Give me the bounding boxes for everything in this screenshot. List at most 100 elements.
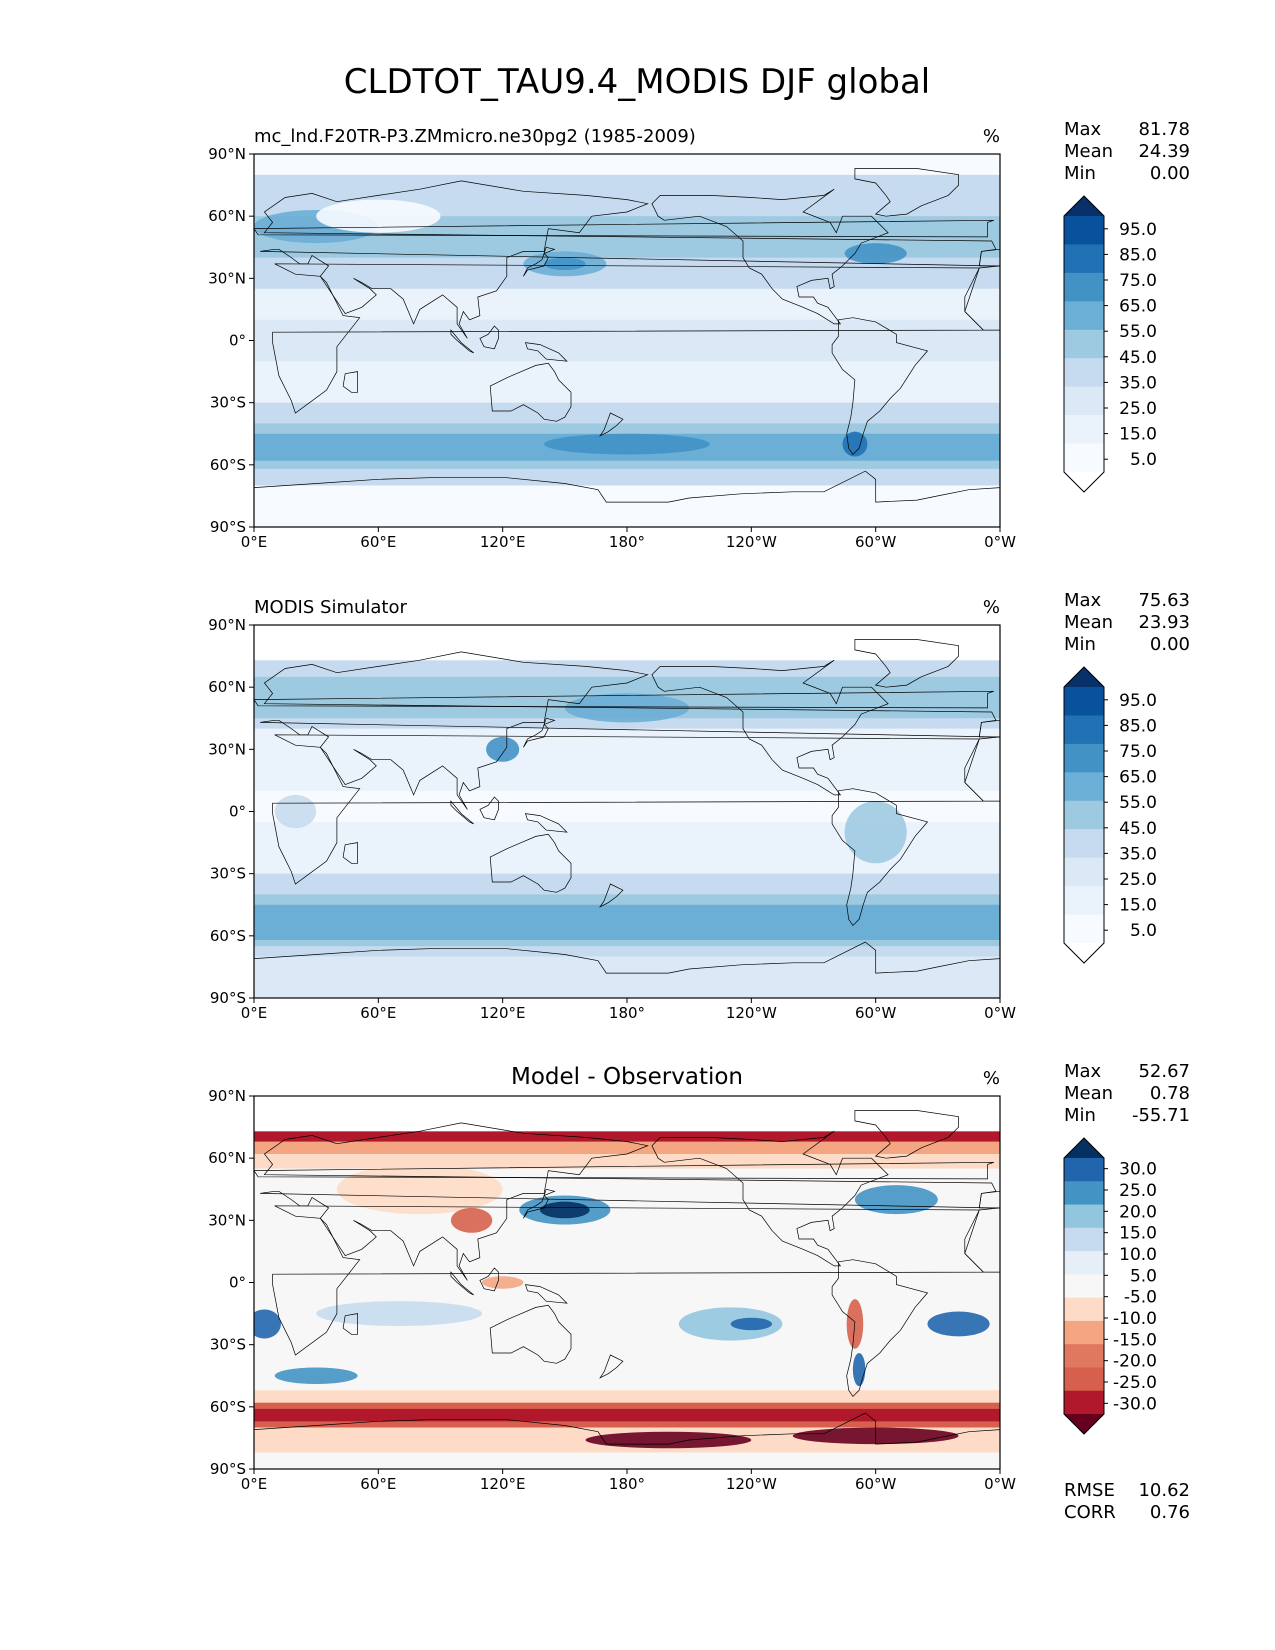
coastline-new_zealand (599, 1354, 624, 1379)
lat-tick-label: 90°S (210, 518, 246, 536)
coastline-eurasia (260, 1122, 997, 1281)
panel-diff: 90°N 60°N 30°N 0° 30°S 60°S 90°S0°E 60°E 120°E 18… (208, 1061, 1190, 1523)
colorbar-label: 85.0 (1119, 716, 1157, 736)
colorbar-label: -15.0 (1113, 1330, 1157, 1350)
stat-value-mean: 23.93 (1138, 612, 1190, 633)
coastline-greenland (854, 168, 959, 217)
colorbar-label: 15.0 (1119, 1224, 1157, 1244)
coastline-sumatra (450, 800, 474, 825)
panel-model: 90°N 60°N 30°N 0° 30°S 60°S 90°S0°E 60°E 120°E 18… (208, 119, 1190, 551)
field-band (254, 1408, 1000, 1422)
colorbar-label: 5.0 (1130, 1266, 1157, 1286)
field-blob (316, 1301, 482, 1327)
stat-label-mean: Mean (1064, 141, 1113, 162)
coastline-africa (272, 1205, 985, 1356)
field-blob (486, 736, 520, 762)
coastline-madagascar (342, 1313, 358, 1335)
coastline-africa_wrap (964, 265, 1000, 331)
panel-units: % (983, 126, 1000, 147)
colorbar-extend-bottom (1064, 943, 1104, 963)
colorbar-extend-bottom (1064, 1414, 1104, 1434)
field-blob (842, 431, 868, 457)
lon-tick-label: 0°W (984, 1004, 1016, 1022)
coastline-north_america (651, 659, 889, 796)
lat-tick-label: 90°N (208, 1087, 246, 1105)
colorbar-segment (1064, 1181, 1104, 1206)
coastline-uk (254, 1161, 994, 1180)
colorbar-label: -10.0 (1113, 1309, 1157, 1329)
colorbar-segment (1064, 1297, 1104, 1322)
stat-value-mean: 0.78 (1150, 1083, 1190, 1104)
stat-label-max: Max (1064, 1061, 1102, 1082)
field-band (254, 1131, 1000, 1142)
colorbar-segment (1064, 1367, 1104, 1392)
field-blob (481, 1276, 524, 1289)
coastline-sumatra (450, 329, 474, 354)
lat-tick-label: 30°N (208, 1211, 246, 1229)
colorbar-segment (1064, 800, 1104, 830)
colorbar-label: 75.0 (1119, 271, 1157, 291)
stat-label-mean: Mean (1064, 1083, 1113, 1104)
coastline-japan (523, 246, 556, 277)
colorbar-label: 25.0 (1119, 399, 1157, 419)
colorbar-segment (1064, 272, 1104, 302)
coastline-iberia_wrap (978, 1190, 1000, 1209)
colorbar-segment (1064, 886, 1104, 916)
field-blob (274, 794, 317, 829)
colorbar-segment (1064, 857, 1104, 887)
lat-tick-label: 30°S (210, 1336, 246, 1354)
lat-tick-label: 90°N (208, 145, 246, 163)
lon-tick-label: 180° (609, 1475, 645, 1493)
field-blob (316, 199, 441, 233)
colorbar-label: 5.0 (1130, 450, 1157, 470)
colorbar-segment (1064, 329, 1104, 359)
field-blob (730, 1317, 773, 1331)
colorbar-label: 95.0 (1119, 691, 1157, 711)
coastline-greenland (854, 1110, 959, 1159)
colorbar-segment (1064, 772, 1104, 802)
colorbar-segment (1064, 443, 1104, 473)
field-blob (678, 1307, 783, 1341)
footer-stat-label-rmse: RMSE (1064, 1480, 1115, 1501)
field-band (254, 485, 1000, 527)
coastline-africa_wrap (964, 1207, 1000, 1273)
coastline-antarctica (254, 470, 1000, 527)
colorbar-segment (1064, 386, 1104, 416)
colorbar-segment (1064, 415, 1104, 445)
colorbar-label: -5.0 (1124, 1288, 1157, 1308)
lon-tick-label: 120°E (480, 1475, 526, 1493)
coastline-australia (489, 1304, 572, 1364)
coastline-africa (272, 734, 985, 885)
colorbar-segment (1064, 216, 1104, 245)
colorbar-label: 15.0 (1119, 896, 1157, 916)
missing-data-band (254, 625, 1000, 661)
coastline-africa_wrap (964, 736, 1000, 802)
colorbar-extend-top (1064, 667, 1104, 687)
coastline-iberia_wrap (978, 719, 1000, 738)
colorbar-segment (1064, 914, 1104, 944)
stat-label-max: Max (1064, 119, 1102, 140)
stat-label-min: Min (1064, 163, 1096, 184)
missing-data-band (254, 1096, 1000, 1132)
field-blob (544, 433, 710, 455)
coastline-japan (523, 717, 556, 748)
coastline-new_guinea (524, 813, 568, 833)
colorbar-label: 65.0 (1119, 297, 1157, 317)
coastline-uk (254, 219, 994, 238)
lat-tick-label: 60°S (210, 456, 246, 474)
colorbar-label: 95.0 (1119, 220, 1157, 240)
field-band (254, 319, 1000, 362)
coastline-australia (489, 833, 572, 893)
colorbar-segment (1064, 1158, 1104, 1182)
coastline-madagascar (342, 842, 358, 864)
lon-tick-label: 60°W (855, 533, 897, 551)
coastline-eurasia (260, 180, 997, 339)
colorbar-label: -20.0 (1113, 1352, 1157, 1372)
colorbar-segment (1064, 1204, 1104, 1229)
coastline-borneo (479, 1267, 499, 1292)
colorbar-segment (1064, 1344, 1104, 1368)
lon-tick-label: 0°E (241, 1475, 268, 1493)
colorbar-label: 35.0 (1119, 844, 1157, 864)
colorbar-label: 55.0 (1119, 793, 1157, 813)
